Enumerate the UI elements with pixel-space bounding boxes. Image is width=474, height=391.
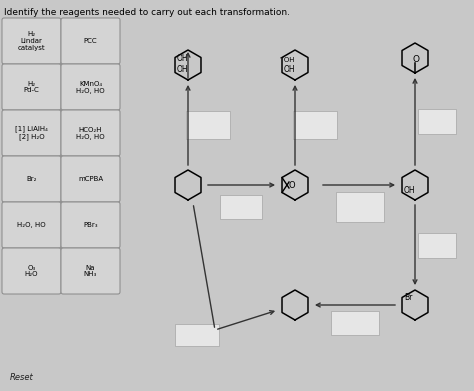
- FancyBboxPatch shape: [2, 64, 61, 110]
- FancyBboxPatch shape: [175, 324, 219, 346]
- FancyBboxPatch shape: [418, 109, 456, 134]
- Text: mCPBA: mCPBA: [78, 176, 103, 182]
- FancyBboxPatch shape: [61, 248, 120, 294]
- Text: O: O: [289, 181, 295, 190]
- Text: Na
NH₃: Na NH₃: [84, 264, 97, 278]
- Text: HCO₂H
H₂O, HO: HCO₂H H₂O, HO: [76, 127, 105, 140]
- Text: ′′′OH: ′′′OH: [280, 57, 295, 63]
- FancyBboxPatch shape: [331, 311, 379, 335]
- Text: OH: OH: [177, 65, 189, 74]
- Text: PCC: PCC: [84, 38, 97, 44]
- Text: OH: OH: [404, 186, 416, 195]
- FancyBboxPatch shape: [186, 111, 230, 139]
- Text: Identify the reagents needed to carry out each transformation.: Identify the reagents needed to carry ou…: [4, 8, 290, 17]
- FancyBboxPatch shape: [61, 110, 120, 156]
- Text: Reset: Reset: [10, 373, 34, 382]
- Text: H₂
Lindar
catalyst: H₂ Lindar catalyst: [18, 31, 46, 51]
- Text: KMnO₄
H₂O, HO: KMnO₄ H₂O, HO: [76, 81, 105, 93]
- FancyBboxPatch shape: [61, 156, 120, 202]
- Text: Br₂: Br₂: [26, 176, 37, 182]
- Text: OH: OH: [284, 65, 296, 74]
- Text: PBr₃: PBr₃: [83, 222, 98, 228]
- FancyBboxPatch shape: [2, 110, 61, 156]
- Text: O: O: [412, 54, 419, 63]
- FancyBboxPatch shape: [2, 248, 61, 294]
- FancyBboxPatch shape: [336, 192, 384, 222]
- FancyBboxPatch shape: [61, 64, 120, 110]
- FancyBboxPatch shape: [61, 202, 120, 248]
- FancyBboxPatch shape: [2, 202, 61, 248]
- FancyBboxPatch shape: [293, 111, 337, 139]
- FancyBboxPatch shape: [220, 195, 263, 219]
- Text: H₂O, HO: H₂O, HO: [17, 222, 46, 228]
- Text: Br: Br: [404, 293, 412, 302]
- Text: H₂
Pd-C: H₂ Pd-C: [24, 81, 39, 93]
- FancyBboxPatch shape: [2, 156, 61, 202]
- Text: OH: OH: [177, 54, 189, 63]
- FancyBboxPatch shape: [2, 18, 61, 64]
- FancyBboxPatch shape: [418, 233, 456, 258]
- FancyBboxPatch shape: [61, 18, 120, 64]
- Text: [1] LiAlH₄
[2] H₂O: [1] LiAlH₄ [2] H₂O: [15, 126, 48, 140]
- Text: O₃
H₂O: O₃ H₂O: [25, 264, 38, 278]
